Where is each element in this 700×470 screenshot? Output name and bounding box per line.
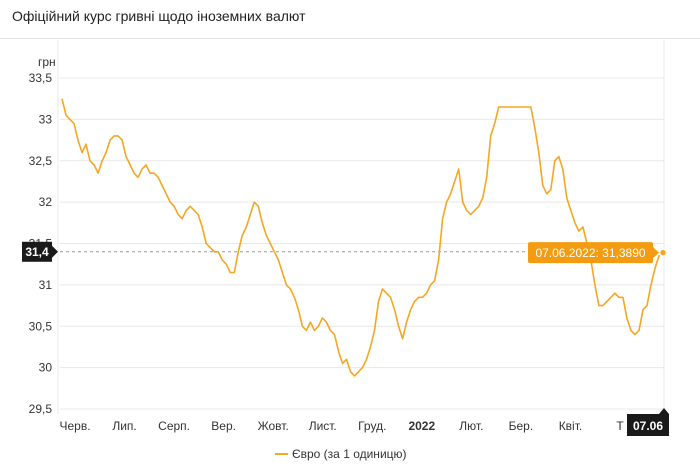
x-tick-label: 2022 (408, 419, 435, 433)
y-badge-pointer (52, 245, 58, 258)
y-tick-label: 32 (39, 195, 53, 209)
y-tick-label: 30 (39, 361, 53, 375)
y-crosshair-badge-label: 31,4 (25, 245, 49, 259)
grid-layer (57, 40, 665, 414)
value-tooltip: 07.06.2022: 31,3890 (528, 242, 659, 264)
x-tick-label: Бер. (509, 419, 534, 433)
y-tick-label: 29,5 (29, 402, 53, 416)
y-crosshair-badge (22, 241, 52, 262)
active-point[interactable] (658, 248, 668, 257)
y-tick-label: 33 (39, 112, 53, 126)
x-tick-label: Т (616, 419, 624, 433)
x-tick-label: Груд. (358, 419, 386, 433)
x-tick-label: Лип. (112, 419, 136, 433)
x-tick-label: Жовт. (258, 419, 289, 433)
y-axis-unit: грн (38, 55, 56, 69)
y-tick-label: 32,5 (29, 154, 53, 168)
y-tick-label: 30,5 (29, 319, 53, 333)
x-tick-label: Лист. (309, 419, 337, 433)
crosshair-badges: 31,4 07.06 (22, 241, 669, 436)
chart-title: Офіційний курс гривні щодо іноземних вал… (12, 8, 306, 24)
x-tick-label: Серп. (158, 419, 190, 433)
series-layer[interactable] (61, 98, 668, 377)
tooltip-label: 07.06.2022: 31,3890 (535, 246, 645, 260)
y-tick-label: 31 (39, 278, 53, 292)
x-crosshair-badge-label: 07.06 (633, 419, 663, 433)
tooltip-pointer (653, 247, 659, 259)
x-tick-labels: Черв. Лип. Серп. Вер. Жовт. Лист. Груд. 2022 Лют… (59, 419, 624, 433)
x-badge-pointer (659, 408, 669, 414)
chart-legend[interactable]: Євро (за 1 одиницю) (275, 447, 407, 461)
x-tick-label: Квіт. (559, 419, 583, 433)
x-tick-label: Лют. (459, 419, 483, 433)
tooltip-box (528, 242, 653, 264)
x-crosshair-badge (627, 414, 669, 436)
legend-label[interactable]: Євро (за 1 одиницю) (292, 447, 407, 461)
series-line-euro[interactable] (61, 98, 664, 377)
y-tick-label: 33,5 (29, 71, 53, 85)
x-tick-label: Черв. (59, 419, 90, 433)
x-tick-label: Вер. (211, 419, 236, 433)
chart-header: Офіційний курс гривні щодо іноземних вал… (0, 0, 700, 39)
